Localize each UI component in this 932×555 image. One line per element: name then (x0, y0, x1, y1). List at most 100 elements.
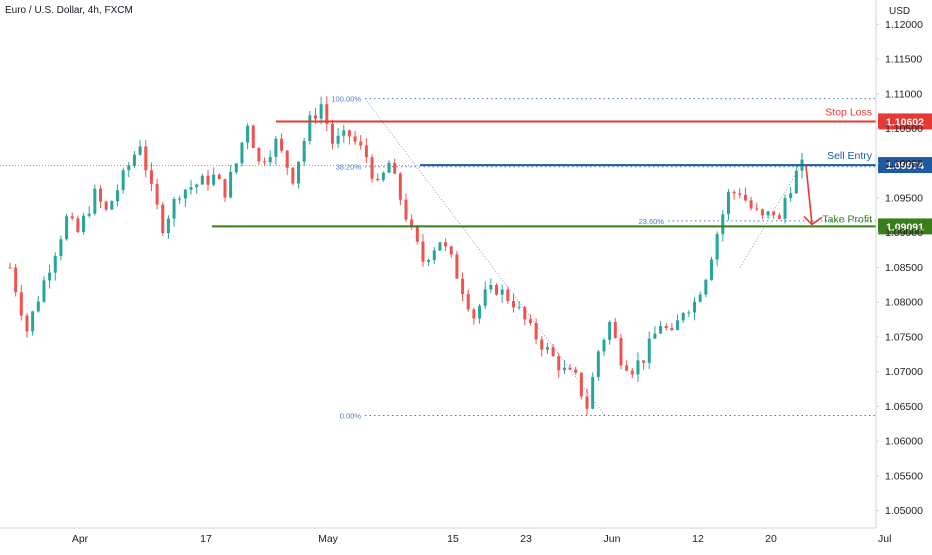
candle-body (483, 289, 487, 306)
candle-body (195, 184, 199, 188)
candle-body (308, 115, 312, 142)
candle-body (172, 199, 176, 219)
candle-body (540, 339, 544, 350)
candle-body (189, 187, 193, 190)
candle-body (229, 172, 233, 198)
candle-body (500, 289, 504, 295)
time-tick-label: 20 (765, 533, 777, 545)
candle-body (472, 309, 476, 319)
candle-body (489, 284, 493, 290)
levels-layer: Stop Loss 1.10602 Sell Entry 1.09974 Take Pr… (212, 106, 932, 235)
candle-body (653, 333, 657, 339)
candle-body (444, 242, 448, 247)
price-tag-label: 1.09974 (886, 160, 924, 172)
candle-body (579, 372, 583, 397)
candle-body (687, 312, 691, 314)
candle-body (42, 280, 46, 302)
candle-body (760, 209, 764, 216)
candle-body (291, 167, 295, 184)
candle-body (353, 136, 357, 142)
candle-body (240, 142, 244, 164)
candle-body (330, 123, 334, 144)
candle-body (336, 135, 340, 144)
time-tick-label: Jun (604, 533, 621, 545)
price-tick-label: 1.11500 (885, 54, 922, 66)
candles-layer (8, 96, 804, 416)
candle-body (217, 174, 221, 180)
candle-body (387, 162, 391, 173)
candle-body (178, 198, 182, 200)
candle-body (438, 242, 442, 251)
candle-body (59, 239, 63, 256)
candle-body (223, 179, 227, 198)
price-tick-label: 1.08500 (885, 262, 923, 274)
time-tick-label: 12 (692, 533, 704, 545)
price-tag-background (878, 113, 932, 130)
candle-body (138, 146, 142, 155)
candle-body (53, 255, 57, 273)
time-tick-label: 17 (200, 533, 212, 545)
candle-body (93, 188, 97, 214)
candle-body (25, 315, 29, 332)
candle-body (738, 193, 742, 195)
candle-body (726, 191, 730, 215)
price-tick-label: 1.10500 (885, 123, 923, 135)
candle-body (659, 325, 663, 334)
candle-body (347, 130, 351, 137)
candle-body (783, 198, 787, 219)
candle-body (48, 272, 52, 281)
candle-body (693, 301, 697, 313)
candle-body (36, 301, 40, 312)
price-tag-background (878, 157, 932, 174)
candle-body (534, 322, 538, 340)
candle-body (777, 215, 781, 219)
candle-body (698, 294, 702, 302)
time-tick-label: 15 (447, 533, 459, 545)
candle-body (715, 234, 719, 260)
candle-body (545, 347, 549, 350)
fibonacci-layer: 100.00% 38.20% 23.60% 0.00% (0, 95, 876, 420)
fib-level-label: 100.00% (331, 95, 361, 104)
candle-body (212, 174, 216, 185)
candle-body (427, 259, 431, 262)
price-tick-label: 1.09000 (885, 227, 923, 239)
candle-body (709, 259, 713, 280)
candle-body (432, 250, 436, 260)
fib-level-label: 23.60% (639, 217, 665, 226)
candle-body (381, 172, 385, 181)
candle-body (274, 138, 278, 157)
level-name-label: Sell Entry (827, 150, 873, 162)
candle-body (376, 178, 380, 181)
candle-body (630, 370, 634, 375)
candle-body (364, 145, 368, 158)
price-tag-label: 1.09091 (886, 221, 924, 233)
candle-body (263, 161, 267, 163)
candle-body (359, 141, 363, 146)
candle-body (591, 376, 595, 409)
candle-body (625, 365, 629, 371)
candle-body (251, 125, 255, 148)
candle-body (31, 311, 35, 332)
price-axis-unit: USD (889, 6, 910, 17)
candle-body (664, 325, 668, 329)
candle-body (127, 165, 131, 171)
candle-body (528, 319, 532, 323)
candle-body (562, 367, 566, 371)
candle-body (596, 351, 600, 377)
candle-body (104, 201, 108, 210)
candle-body (495, 284, 499, 295)
candle-body (681, 313, 685, 321)
candle-body (613, 321, 617, 338)
candle-body (398, 173, 402, 200)
candle-body (285, 150, 289, 168)
candle-body (132, 154, 136, 166)
candle-body (585, 396, 589, 409)
candle-body (268, 156, 272, 163)
symbol-title[interactable]: Euro / U.S. Dollar, 4h, FXCM (5, 5, 133, 16)
candle-body (670, 328, 674, 331)
price-tick-label: 1.12000 (885, 19, 923, 31)
candle-body (410, 219, 414, 227)
candle-body (246, 125, 250, 143)
